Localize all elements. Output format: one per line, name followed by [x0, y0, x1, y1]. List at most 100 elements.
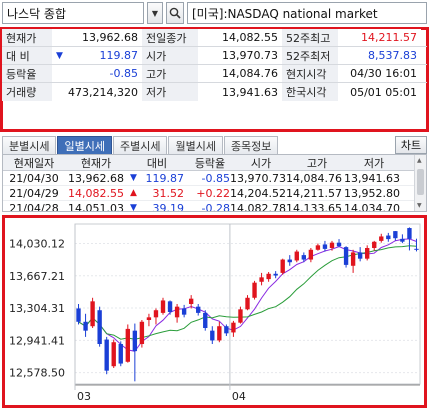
- candle-body: [153, 310, 159, 318]
- table-cell: 13,970.73: [230, 171, 286, 185]
- candle-body: [414, 248, 419, 250]
- candle-body: [252, 282, 257, 298]
- candle-body: [188, 298, 194, 304]
- quote-label: 한국시각: [282, 83, 338, 101]
- candle-body: [393, 231, 398, 239]
- tab-minute[interactable]: 분별시세: [2, 136, 57, 154]
- candle-body: [203, 312, 208, 328]
- candle-body: [111, 342, 116, 367]
- quote-row: 현재가 13,962.68 전일종가 14,082.55 52주최고 14,211.57: [2, 29, 427, 47]
- down-arrow-icon: ▼: [130, 173, 137, 183]
- quote-value: 14,082.55: [198, 29, 282, 46]
- tab-monthly[interactable]: 월별시세: [168, 136, 223, 154]
- candle-body: [386, 235, 391, 240]
- quote-value: 04/30 16:01: [338, 65, 421, 82]
- quote-value-text: 473,214,320: [68, 85, 138, 99]
- candle-body: [90, 301, 95, 327]
- table-cell: +0.22: [196, 186, 230, 200]
- table-row[interactable]: 21/04/29 14,082.55 ▲ 31.52 +0.22 14,204.52 14,…: [3, 186, 426, 201]
- candle-body: [273, 273, 278, 276]
- chart-highlight-frame: [2, 215, 427, 408]
- y-tick-label: 12,578.50: [9, 367, 65, 380]
- scroll-down-icon[interactable]: ▼: [417, 202, 422, 209]
- tab-weekly[interactable]: 주별시세: [112, 136, 168, 154]
- quote-label: 52주최저: [282, 47, 338, 64]
- change-value: 119.87: [145, 171, 185, 185]
- quote-value-text: 04/30 16:01: [350, 67, 417, 80]
- tab-daily[interactable]: 일별시세: [57, 136, 112, 154]
- candle-body: [104, 339, 109, 371]
- scroll-up-icon[interactable]: ▲: [417, 157, 422, 164]
- candle-body: [83, 321, 88, 331]
- quote-value: 13,970.73: [198, 47, 282, 64]
- candle-body: [210, 330, 215, 341]
- column-header[interactable]: 등락율: [194, 156, 226, 170]
- quote-row: 거래량 473,214,320 저가 13,941.63 한국시각 05/01 05:01: [2, 83, 427, 101]
- quote-label: 등락율: [2, 65, 52, 82]
- table-row[interactable]: 21/04/30 13,962.68 ▼ 119.87 -0.85 13,970.73 14…: [3, 171, 426, 186]
- table-cell: ▲ 31.52: [127, 186, 187, 200]
- up-arrow-icon: ▲: [130, 188, 137, 198]
- candle-body: [238, 309, 243, 323]
- chevron-down-icon: ▼: [151, 8, 159, 18]
- column-header[interactable]: 고가: [306, 156, 328, 170]
- symbol-dropdown-button[interactable]: ▼: [147, 2, 163, 24]
- quote-panel: 현재가 13,962.68 전일종가 14,082.55 52주최고 14,211.57 대…: [2, 29, 427, 130]
- quote-label: 52주최고: [282, 29, 338, 46]
- candle-body: [343, 247, 349, 265]
- table-cell: -0.28: [201, 201, 230, 212]
- scroll-thumb[interactable]: [417, 169, 424, 195]
- table-cell: 13,952.80: [344, 186, 400, 200]
- candle-body: [76, 308, 81, 322]
- candle-body: [259, 277, 264, 282]
- quote-value: 13,941.63: [198, 83, 282, 101]
- quote-value-text: 05/01 05:01: [350, 85, 417, 99]
- x-tick-label: 03: [77, 390, 91, 403]
- column-header[interactable]: 대비: [146, 156, 168, 170]
- candle-body: [217, 326, 222, 341]
- quote-label: 현지시각: [282, 65, 338, 82]
- column-header[interactable]: 현재가: [80, 156, 112, 170]
- table-cell: 21/04/29: [9, 186, 59, 200]
- table-cell: 13,962.68: [68, 171, 124, 185]
- candle-body: [372, 241, 377, 248]
- chart-svg: 14,030.12 13,667.21 13,304.31 12,941.41 12,5…: [9, 223, 421, 403]
- candle-body: [301, 255, 307, 260]
- candle-body: [231, 322, 236, 333]
- candle-body: [400, 238, 405, 242]
- quote-label: 고가: [142, 65, 198, 82]
- candle-body: [350, 252, 356, 266]
- quote-value: 8,537.83: [338, 47, 421, 64]
- candle-body: [280, 259, 285, 273]
- column-header[interactable]: 시가: [250, 156, 272, 170]
- candle-body: [174, 306, 180, 318]
- quote-value: -0.85: [52, 65, 142, 82]
- quote-value: 14,084.76: [198, 65, 282, 82]
- candlestick-chart[interactable]: 14,030.12 13,667.21 13,304.31 12,941.41 12,5…: [5, 218, 424, 405]
- candle-body: [287, 259, 292, 263]
- candle-body: [196, 306, 201, 313]
- search-button[interactable]: [166, 2, 184, 24]
- quote-label: 전일종가: [142, 29, 198, 46]
- column-header[interactable]: 현재일자: [13, 156, 55, 170]
- candle-body: [336, 242, 342, 247]
- y-tick-label: 13,667.21: [9, 270, 65, 283]
- chart-button[interactable]: 차트: [395, 136, 427, 154]
- quote-value: 14,211.57: [338, 29, 421, 46]
- table-body: 21/04/30 13,962.68 ▼ 119.87 -0.85 13,970.73 14…: [3, 171, 426, 212]
- candle-body: [308, 249, 314, 260]
- column-header[interactable]: 저가: [363, 156, 385, 170]
- candle-body: [329, 242, 335, 248]
- quote-value: 13,962.68: [52, 29, 142, 46]
- table-row[interactable]: 21/04/28 14,051.03 ▼ 39.19 -0.28 14,082.78 14,…: [3, 201, 426, 212]
- candle-body: [146, 317, 152, 320]
- quote-value-text: 8,537.83: [368, 49, 417, 62]
- table-cell: 14,211.57: [286, 186, 342, 200]
- tab-info[interactable]: 종목정보: [223, 136, 279, 154]
- table-cell: 14,034.70: [344, 201, 400, 212]
- symbol-name-field[interactable]: 나스닥 종합: [2, 2, 144, 24]
- table-scrollbar[interactable]: ▲ ▼: [414, 155, 426, 211]
- table-header: 현재일자 현재가 대비 등락율 시가 고가 저가: [3, 155, 426, 171]
- table-cell: ▼ 39.19: [127, 201, 187, 212]
- quote-value: 05/01 05:01: [338, 83, 421, 101]
